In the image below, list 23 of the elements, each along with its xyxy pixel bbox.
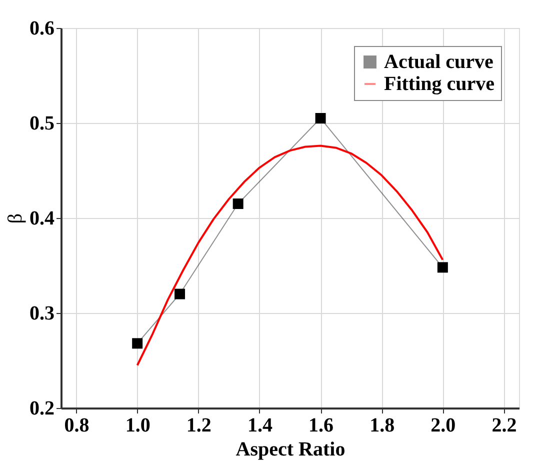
y-tick-label: 0.5 [30, 112, 54, 134]
x-tick-label: 2.0 [430, 414, 456, 436]
x-tick-label: 0.8 [64, 414, 90, 436]
point [232, 198, 244, 209]
y-tick-label: 0.3 [30, 302, 54, 324]
point [174, 288, 186, 300]
x-tick-label: 1.8 [370, 414, 395, 436]
legend-label: Actual curve [384, 51, 494, 73]
point [315, 113, 326, 124]
x-tick-label: 1.0 [125, 414, 150, 436]
y-axis-title: β [4, 213, 26, 224]
line-series [136, 144, 444, 366]
y-tick-label: 0.6 [30, 18, 54, 40]
y-tick-label: 0.2 [30, 398, 54, 420]
x-axis-title: Aspect Ratio [236, 438, 346, 460]
x-tick-label: 1.2 [186, 414, 212, 436]
x-tick-label: 1.6 [308, 414, 334, 436]
y-tick-label: 0.4 [30, 208, 54, 230]
legend-label: Fitting curve [384, 73, 495, 95]
point [132, 338, 143, 349]
x-tick-label: 2.2 [492, 414, 517, 436]
x-tick-label: 1.4 [247, 414, 272, 436]
point [437, 262, 448, 273]
